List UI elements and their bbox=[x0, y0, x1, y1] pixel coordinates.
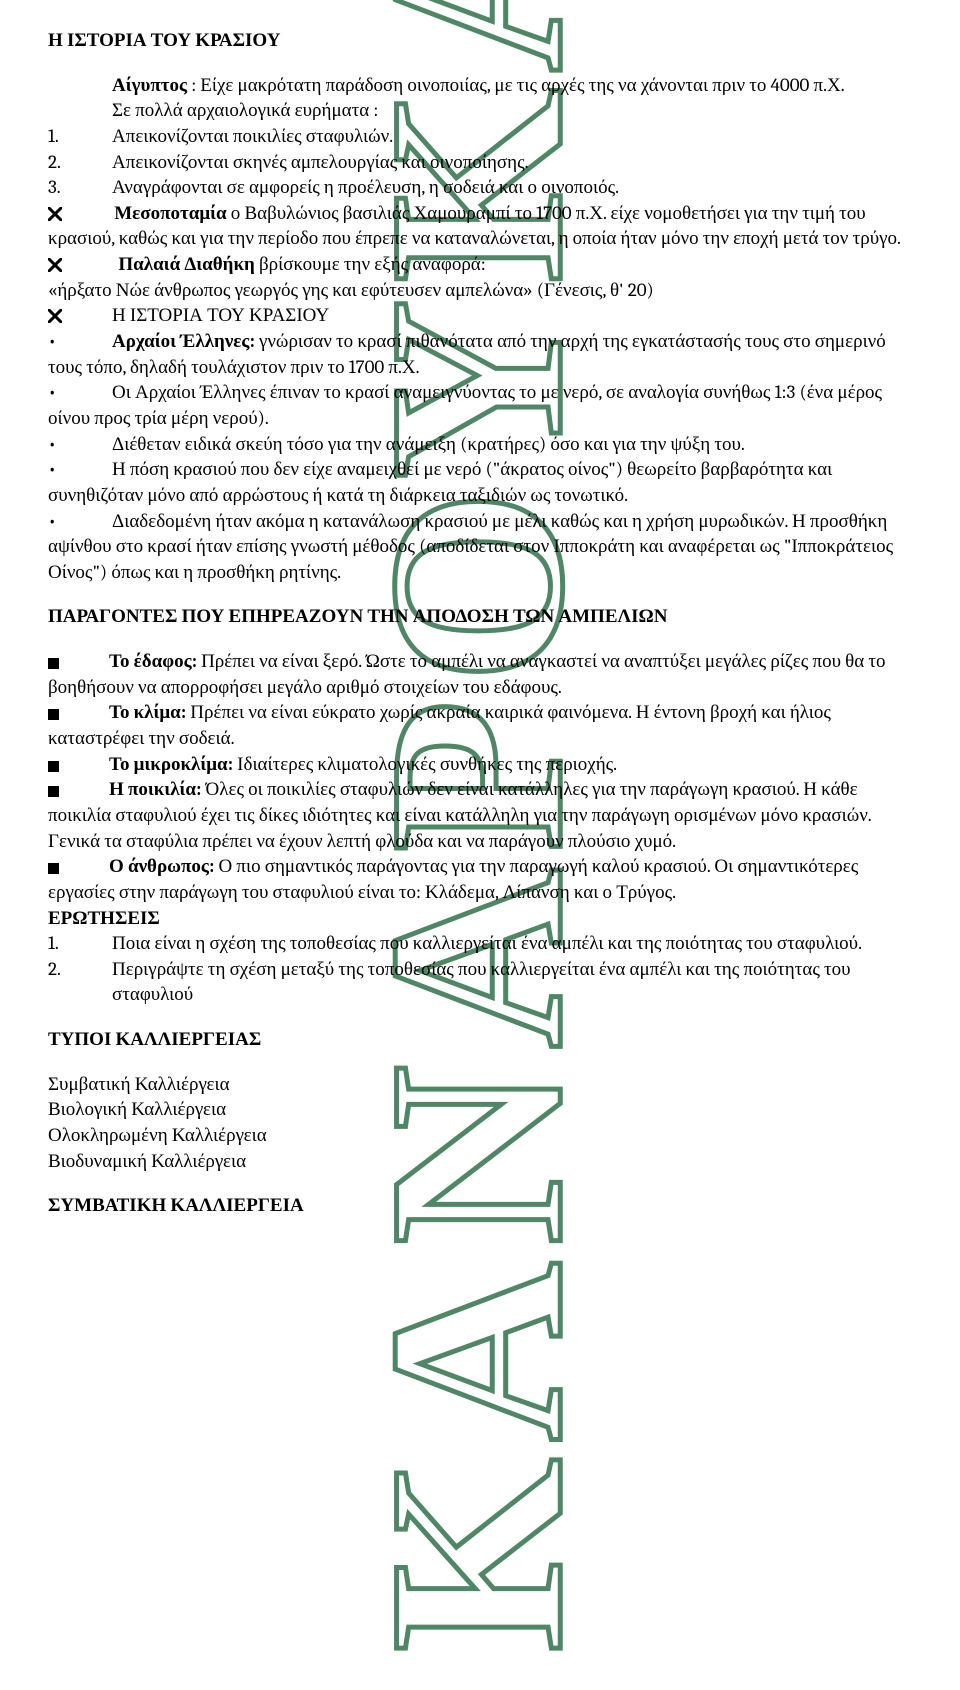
type-item: Ολοκληρωμένη Καλλιέργεια bbox=[48, 1123, 912, 1149]
conventional-heading: ΣΥΜΒΑΤΙΚΗ ΚΑΛΛΙΕΡΓΕΙΑ bbox=[48, 1193, 912, 1219]
list-text: Αναγράφονται σε αμφορείς η προέλευση, η … bbox=[112, 175, 912, 201]
square-bullet-icon bbox=[48, 786, 59, 797]
type-item: Βιοδυναμική Καλλιέργεια bbox=[48, 1149, 912, 1175]
question-text: Ποια είναι η σχέση της τοποθεσίας που κα… bbox=[112, 931, 912, 957]
square-bullet-icon bbox=[48, 658, 59, 669]
intro2: Σε πολλά αρχαιολογικά ευρήματα : bbox=[48, 98, 912, 124]
meso-bold: Μεσοποταμία bbox=[114, 202, 226, 224]
meso-block: Μεσοποταμία ο Βαβυλώνιος βασιλιάς Χαμουρ… bbox=[48, 201, 912, 252]
question-item: 2.Περιγράψτε τη σχέση μεταξύ της τοποθεσ… bbox=[48, 957, 912, 1008]
intro-rest: : Είχε μακρότατη παράδοση οινοποιίας, με… bbox=[187, 74, 845, 96]
greeks-point-text: Οι Αρχαίοι Έλληνες έπιναν το κρασί αναμε… bbox=[48, 381, 882, 429]
questions-heading: ΕΡΩΤΗΣΕΙΣ bbox=[48, 906, 912, 932]
questions-list: 1.Ποια είναι η σχέση της τοποθεσίας που … bbox=[48, 931, 912, 1008]
egypt-item: 1.Απεικονίζονται ποικιλίες σταφυλιών. bbox=[48, 124, 912, 150]
bible-rest: βρίσκουμε την εξής αναφορά: bbox=[255, 253, 486, 275]
types-list: Συμβατική ΚαλλιέργειαΒιολογική Καλλιέργε… bbox=[48, 1072, 912, 1175]
factor-label: Ο άνθρωπος: bbox=[109, 855, 214, 877]
list-number: 1. bbox=[48, 931, 112, 957]
factor-label: Το μικροκλίμα: bbox=[109, 753, 233, 775]
history-x-text: Η ΙΣΤΟΡΙΑ ΤΟΥ ΚΡΑΣΙΟΥ bbox=[112, 304, 329, 326]
document-body: Η ΙΣΤΟΡΙΑ ΤΟΥ ΚΡΑΣΙΟΥ Αίγυπτος : Είχε μα… bbox=[48, 28, 912, 1219]
greeks-list: •Οι Αρχαίοι Έλληνες έπιναν το κρασί αναμ… bbox=[48, 380, 912, 585]
factor-item: Το έδαφος: Πρέπει να είναι ξερό. Ώστε το… bbox=[48, 649, 912, 700]
list-number: 2. bbox=[48, 957, 112, 983]
factor-item: Το μικροκλίμα: Ιδιαίτερες κλιματολογικές… bbox=[48, 752, 912, 778]
factors-list: Το έδαφος: Πρέπει να είναι ξερό. Ώστε το… bbox=[48, 649, 912, 905]
egypt-list: 1.Απεικονίζονται ποικιλίες σταφυλιών.2.Α… bbox=[48, 124, 912, 201]
factor-item: Το κλίμα: Πρέπει να είναι εύκρατο χωρίς … bbox=[48, 700, 912, 751]
list-text: Απεικονίζονται σκηνές αμπελουργίας και ο… bbox=[112, 150, 912, 176]
list-number: 3. bbox=[48, 175, 112, 201]
question-text: Περιγράψτε τη σχέση μεταξύ της τοποθεσία… bbox=[112, 957, 912, 1008]
greeks-point: •Οι Αρχαίοι Έλληνες έπιναν το κρασί αναμ… bbox=[48, 380, 912, 431]
x-bullet-icon bbox=[48, 207, 62, 221]
list-number: 1. bbox=[48, 124, 112, 150]
greeks-bold: Αρχαίοι Έλληνες: bbox=[112, 330, 255, 352]
greeks-point-text: Διέθεταν ειδικά σκεύη τόσο για την ανάμε… bbox=[112, 433, 745, 455]
question-item: 1.Ποια είναι η σχέση της τοποθεσίας που … bbox=[48, 931, 912, 957]
bible-block: Παλαιά Διαθήκη βρίσκουμε την εξής αναφορ… bbox=[48, 252, 912, 278]
factor-label: Η ποικιλία: bbox=[109, 778, 201, 800]
greeks-point: •Διέθεταν ειδικά σκεύη τόσο για την ανάμ… bbox=[48, 432, 912, 458]
type-item: Συμβατική Καλλιέργεια bbox=[48, 1072, 912, 1098]
egypt-item: 3.Αναγράφονται σε αμφορείς η προέλευση, … bbox=[48, 175, 912, 201]
factor-label: Το έδαφος: bbox=[109, 650, 197, 672]
greeks-point: •Η πόση κρασιού που δεν είχε αναμειχθεί … bbox=[48, 457, 912, 508]
list-text: Απεικονίζονται ποικιλίες σταφυλιών. bbox=[112, 124, 912, 150]
intro-para: Αίγυπτος : Είχε μακρότατη παράδοση οινοπ… bbox=[48, 73, 912, 99]
factors-heading: ΠΑΡΑΓΟΝΤΕΣ ΠΟΥ ΕΠΗΡΕΑΖΟΥΝ ΤΗΝ ΑΠΟΔΟΣΗ ΤΩ… bbox=[48, 604, 912, 630]
factor-item: Ο άνθρωπος: Ο πιο σημαντικός παράγοντας … bbox=[48, 854, 912, 905]
factor-text: Ιδιαίτερες κλιματολογικές συνθήκες της π… bbox=[233, 753, 617, 775]
x-bullet-icon bbox=[48, 258, 62, 272]
doc-title: Η ΙΣΤΟΡΙΑ ΤΟΥ ΚΡΑΣΙΟΥ bbox=[48, 28, 912, 54]
greeks-first: •Αρχαίοι Έλληνες: γνώρισαν το κρασί πιθα… bbox=[48, 329, 912, 380]
greeks-point: •Διαδεδομένη ήταν ακόμα η κατανάλωση κρα… bbox=[48, 509, 912, 586]
type-item: Βιολογική Καλλιέργεια bbox=[48, 1097, 912, 1123]
intro-bold: Αίγυπτος bbox=[112, 74, 187, 96]
x-bullet-icon bbox=[48, 309, 62, 323]
bible-bold: Παλαιά Διαθήκη bbox=[114, 253, 255, 275]
history-x-row: Η ΙΣΤΟΡΙΑ ΤΟΥ ΚΡΑΣΙΟΥ bbox=[48, 303, 912, 329]
square-bullet-icon bbox=[48, 863, 59, 874]
egypt-item: 2.Απεικονίζονται σκηνές αμπελουργίας και… bbox=[48, 150, 912, 176]
list-number: 2. bbox=[48, 150, 112, 176]
greeks-point-text: Διαδεδομένη ήταν ακόμα η κατανάλωση κρασ… bbox=[48, 510, 893, 583]
square-bullet-icon bbox=[48, 761, 59, 772]
greeks-point-text: Η πόση κρασιού που δεν είχε αναμειχθεί μ… bbox=[48, 458, 832, 506]
square-bullet-icon bbox=[48, 709, 59, 720]
bible-quote: «ήρξατο Νώε άνθρωπος γεωργός γης και εφύ… bbox=[48, 278, 912, 304]
types-heading: ΤΥΠΟΙ ΚΑΛΛΙΕΡΓΕΙΑΣ bbox=[48, 1027, 912, 1053]
factor-item: Η ποικιλία: Όλες οι ποικιλίες σταφυλιών … bbox=[48, 777, 912, 854]
factor-label: Το κλίμα: bbox=[109, 701, 186, 723]
